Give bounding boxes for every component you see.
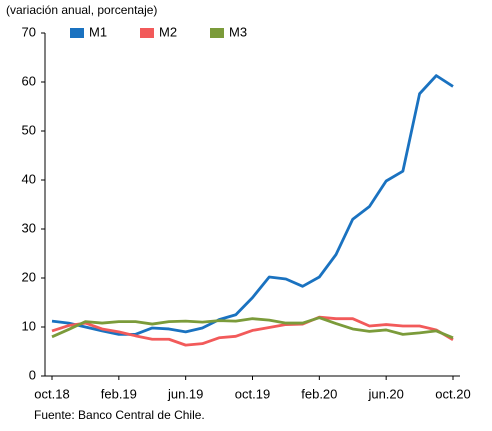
y-tick-label: 60 [22,73,36,88]
x-tick-label: feb.19 [101,386,137,401]
series-line [51,315,454,347]
legend-label: M2 [159,24,177,39]
chart-source: Fuente: Banco Central de Chile. [34,408,205,422]
legend-label: M3 [229,24,247,39]
y-tick-label: 10 [22,318,36,333]
legend-swatch [70,28,84,38]
x-tick-label: jun.20 [367,386,403,401]
y-tick-label: 0 [29,367,36,382]
y-tick-label: 40 [22,171,36,186]
series-line [51,74,454,336]
y-tick-label: 70 [22,24,36,39]
y-tick-label: 20 [22,269,36,284]
legend-swatch [140,28,154,38]
x-tick-label: oct.19 [235,386,270,401]
x-tick-label: feb.20 [301,386,337,401]
legend-swatch [210,28,224,38]
y-tick-label: 50 [22,122,36,137]
series-line [51,316,454,340]
x-tick-label: oct.20 [435,386,470,401]
chart-subtitle: (variación anual, porcentaje) [6,3,157,17]
y-tick-label: 30 [22,220,36,235]
x-tick-label: oct.18 [34,386,69,401]
x-tick-label: jun.19 [167,386,203,401]
legend-label: M1 [89,24,107,39]
